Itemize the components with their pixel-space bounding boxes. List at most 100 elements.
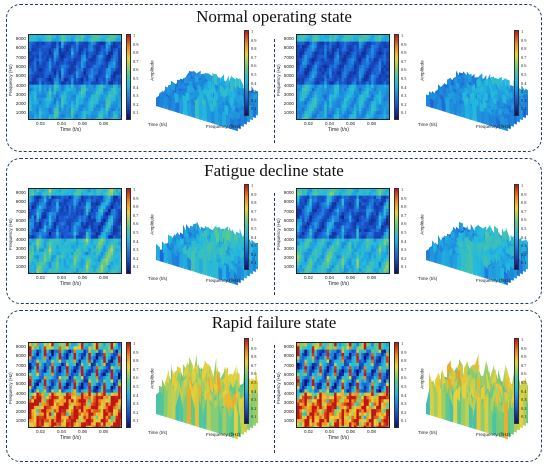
heatmap-cell	[361, 251, 365, 256]
heatmap-cell	[53, 228, 57, 233]
heatmap-cell	[321, 205, 325, 210]
heatmap-cell	[319, 117, 323, 119]
heatmap-cell	[51, 208, 55, 213]
heatmap-cell	[103, 241, 107, 246]
heatmap-cell	[61, 235, 65, 240]
heatmap-cell	[304, 212, 308, 216]
heatmap-cell	[43, 222, 47, 226]
heatmap-cell	[63, 48, 67, 52]
heatmap-cell	[41, 205, 45, 210]
heatmap-cell	[85, 101, 89, 105]
heatmap-cell	[339, 64, 342, 69]
heatmap-cell	[321, 232, 325, 236]
heatmap-cell	[33, 78, 37, 82]
heatmap-cell	[90, 228, 94, 233]
heatmap-cell	[71, 225, 74, 230]
heatmap-cell	[100, 202, 104, 206]
heatmap-cell	[71, 268, 74, 273]
heatmap-cell	[33, 218, 37, 223]
heatmap-cell	[371, 35, 375, 39]
heatmap-cell	[118, 64, 121, 69]
heatmap-cell	[33, 258, 37, 263]
heatmap-cell	[316, 117, 320, 119]
y-tick-label: 5000	[15, 227, 26, 233]
heatmap-cell	[341, 107, 345, 112]
x-tick-label: 0.06	[346, 275, 355, 280]
heatmap-cell	[346, 189, 350, 193]
heatmap-cell	[83, 51, 87, 56]
heatmap-cell	[314, 41, 318, 46]
heatmap-cell	[316, 192, 320, 197]
colorbar-tick: 0.4	[133, 238, 139, 244]
heatmap-cell	[48, 64, 52, 69]
heatmap-cell	[88, 205, 92, 210]
heatmap-cell	[304, 38, 308, 43]
heatmap-cell	[43, 84, 47, 89]
heatmap-cell	[314, 114, 318, 119]
heatmap-cell	[353, 195, 357, 200]
heatmap-cell	[297, 202, 300, 206]
heatmap-cell	[344, 258, 347, 263]
heatmap-cell	[38, 222, 42, 226]
heatmap-cell	[71, 245, 74, 249]
heatmap-cell	[110, 114, 114, 119]
heatmap-cell	[358, 114, 362, 119]
heatmap-cell	[53, 225, 57, 230]
heatmap-cell	[326, 38, 330, 43]
heatmap-cell	[373, 38, 377, 43]
heatmap-cell	[309, 218, 313, 223]
heatmap-cell	[311, 258, 315, 263]
heatmap-cell	[383, 74, 387, 79]
heatmap-cell	[326, 97, 330, 102]
heatmap-cell	[331, 205, 335, 210]
surface-facet	[504, 118, 508, 132]
surface-facet	[175, 254, 180, 268]
heatmap-cell	[361, 265, 365, 269]
heatmap-cell	[301, 107, 305, 112]
heatmap-cell	[103, 218, 107, 223]
heatmap-cell	[363, 258, 367, 263]
heatmap-cell	[316, 71, 320, 76]
heatmap-cell	[371, 54, 375, 59]
heatmap-cell	[110, 58, 114, 62]
heatmap-cell	[53, 271, 57, 273]
heatmap-cell	[329, 228, 333, 233]
heatmap-cell	[61, 241, 65, 246]
heatmap-cell	[314, 225, 318, 230]
heatmap-cell	[331, 195, 335, 200]
heatmap-cell	[41, 218, 45, 223]
heatmap-cell	[33, 248, 37, 253]
heatmap-cell	[68, 35, 72, 39]
heatmap-cell	[61, 208, 65, 213]
colorbar-tick: 0.1	[401, 110, 407, 116]
heatmap-cell	[110, 222, 114, 226]
heatmap-cell	[348, 81, 352, 86]
heatmap-cell	[73, 215, 77, 220]
heatmap-cell	[299, 222, 303, 226]
heatmap-cell	[71, 54, 74, 59]
surface-facet	[198, 104, 203, 121]
heatmap-cell	[73, 208, 77, 213]
heatmap-cell	[334, 74, 337, 79]
heatmap-cell	[68, 198, 72, 203]
heatmap-cell	[105, 235, 109, 240]
heatmap-cell	[110, 189, 114, 193]
x-tick-label: 0.02	[36, 121, 45, 126]
heatmap-cell	[83, 64, 87, 69]
heatmap-cell	[88, 212, 92, 216]
heatmap-cell	[356, 104, 360, 109]
heatmap-cell	[43, 189, 47, 193]
heatmap-cell	[329, 54, 333, 59]
heatmap-cell	[297, 38, 300, 43]
heatmap-cell	[363, 78, 367, 82]
heatmap-cell	[113, 81, 116, 86]
heatmap-cell	[100, 271, 104, 273]
heatmap-cell	[314, 94, 318, 99]
heatmap-cell	[98, 48, 102, 52]
heatmap-cell	[297, 215, 300, 220]
heatmap-cell	[61, 44, 65, 49]
heatmap-cell	[76, 41, 79, 46]
heatmap-cell	[93, 215, 97, 220]
heatmap-cell	[43, 87, 47, 92]
heatmap-cell	[98, 245, 102, 249]
